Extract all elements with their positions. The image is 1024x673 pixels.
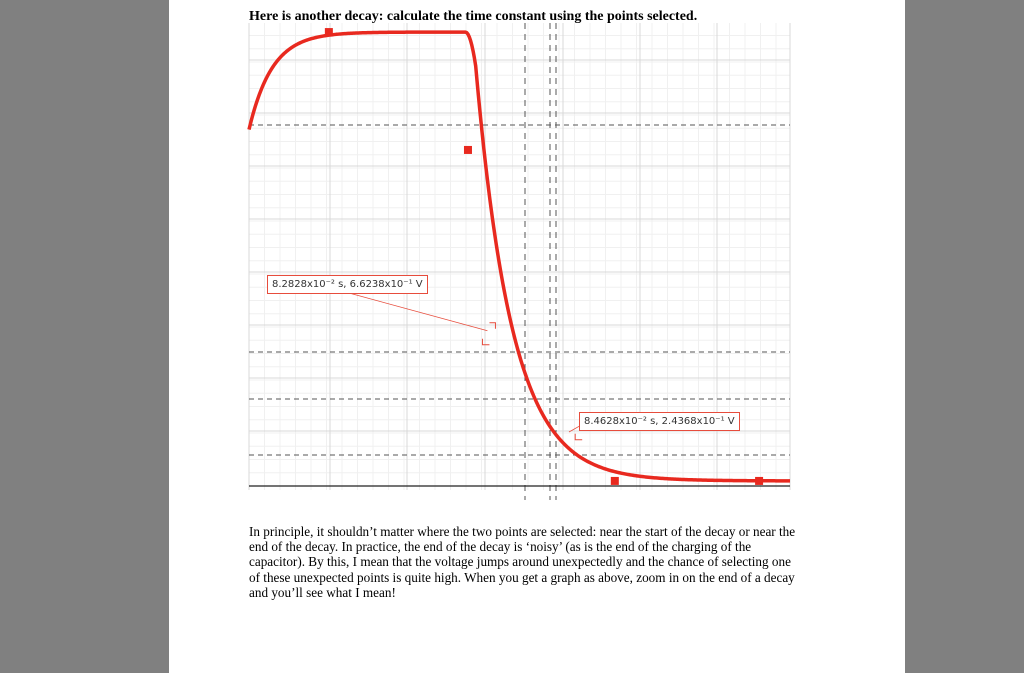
- callout-leader-line: [348, 292, 488, 332]
- data-marker: [463, 145, 472, 154]
- data-markers: [324, 28, 764, 485]
- grid: [248, 23, 791, 490]
- selection-bracket: [574, 433, 583, 441]
- callout-leader-line: [568, 425, 581, 433]
- decay-chart: [247, 23, 791, 500]
- selection-bracket: [481, 338, 490, 346]
- page-heading: Here is another decay: calculate the tim…: [249, 9, 698, 24]
- selection-bracket: [489, 322, 496, 329]
- document-page: Here is another decay: calculate the tim…: [169, 0, 905, 673]
- point-readout-1: 8.2828x10⁻² s, 6.6238x10⁻¹ V: [267, 275, 428, 294]
- callout-leaders: [348, 292, 581, 433]
- data-marker: [610, 476, 619, 485]
- point-readout-2: 8.4628x10⁻² s, 2.4368x10⁻¹ V: [579, 412, 740, 431]
- data-marker: [755, 476, 764, 485]
- data-marker: [324, 28, 333, 37]
- series-line: [247, 30, 791, 483]
- body-paragraph: In principle, it shouldn’t matter where …: [249, 524, 796, 600]
- guide-lines: [249, 23, 790, 500]
